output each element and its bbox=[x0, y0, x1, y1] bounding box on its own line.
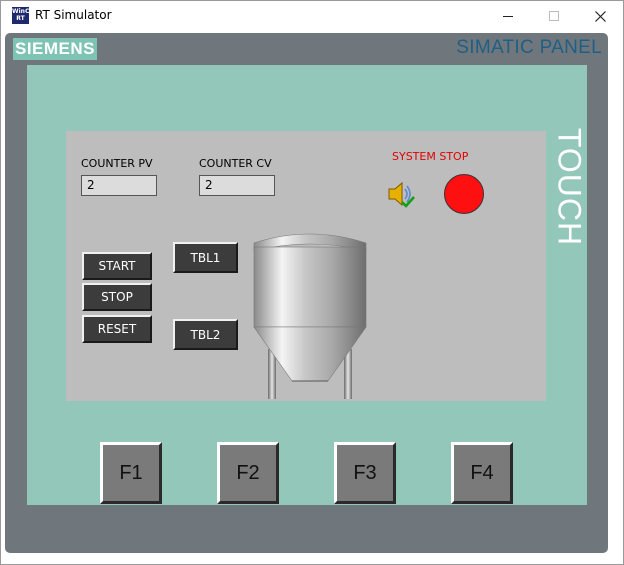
panel-model-title: SIMATIC PANEL bbox=[456, 37, 602, 58]
panel-bezel: TOUCH COUNTER PV 2 COUNTER CV 2 SYSTEM S… bbox=[27, 65, 588, 505]
reset-button[interactable]: RESET bbox=[82, 315, 152, 343]
system-stop-lamp bbox=[444, 174, 484, 214]
counter-pv-label: COUNTER PV bbox=[81, 157, 153, 170]
stop-button[interactable]: STOP bbox=[82, 283, 152, 311]
maximize-button[interactable] bbox=[531, 1, 577, 31]
simatic-panel-frame: SIEMENS SIMATIC PANEL TOUCH COUNTER PV 2… bbox=[5, 33, 608, 553]
speaker-check-icon bbox=[388, 181, 415, 208]
start-button[interactable]: START bbox=[82, 252, 152, 280]
touch-label: TOUCH bbox=[551, 127, 588, 247]
close-icon bbox=[594, 10, 606, 22]
window-title: RT Simulator bbox=[35, 8, 112, 22]
f2-key[interactable]: F2 bbox=[217, 442, 279, 504]
siemens-logo: SIEMENS bbox=[13, 38, 97, 60]
counter-pv-field[interactable]: 2 bbox=[81, 175, 157, 196]
tbl2-button[interactable]: TBL2 bbox=[173, 319, 238, 350]
f1-key[interactable]: F1 bbox=[100, 442, 162, 504]
f4-key[interactable]: F4 bbox=[451, 442, 513, 504]
system-stop-label: SYSTEM STOP bbox=[392, 150, 469, 163]
hmi-screen: COUNTER PV 2 COUNTER CV 2 SYSTEM STOP ST… bbox=[66, 131, 546, 401]
minimize-button[interactable] bbox=[485, 1, 531, 31]
title-bar[interactable]: WinCC RT RT Simulator bbox=[1, 1, 623, 31]
counter-cv-label: COUNTER CV bbox=[199, 157, 272, 170]
wincc-rt-icon: WinCC RT bbox=[12, 7, 34, 24]
storage-tank-icon bbox=[253, 233, 367, 399]
f3-key[interactable]: F3 bbox=[334, 442, 396, 504]
tbl1-button[interactable]: TBL1 bbox=[173, 242, 238, 273]
counter-cv-field[interactable]: 2 bbox=[199, 175, 275, 196]
close-button[interactable] bbox=[577, 1, 623, 31]
maximize-icon bbox=[549, 11, 559, 21]
minimize-icon bbox=[503, 15, 513, 17]
